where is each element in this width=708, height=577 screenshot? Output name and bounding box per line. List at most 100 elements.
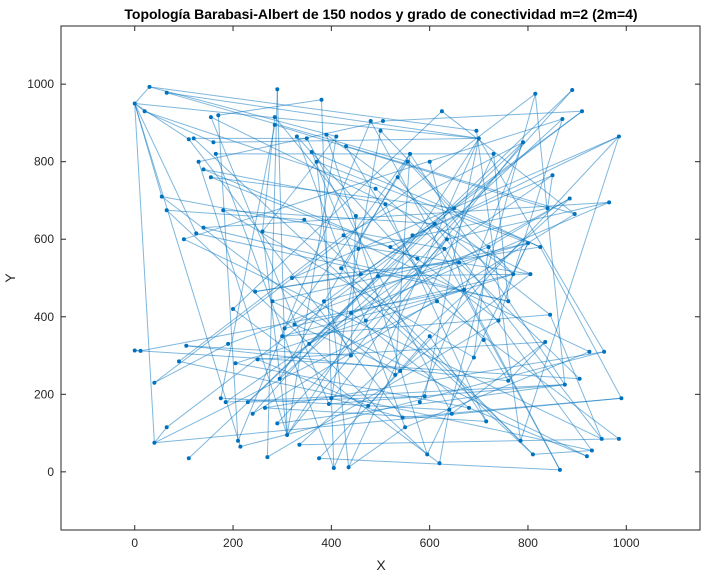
- node-135: [577, 376, 582, 381]
- edge-71: [316, 161, 350, 468]
- edge-164: [257, 341, 546, 360]
- node-64: [331, 466, 336, 470]
- edge-31: [213, 137, 479, 143]
- edge-107: [424, 138, 480, 397]
- node-112: [484, 419, 489, 424]
- node-115: [496, 318, 501, 323]
- edge-51: [272, 300, 588, 457]
- node-127: [548, 312, 553, 317]
- node-74: [363, 318, 368, 323]
- node-105: [457, 260, 462, 265]
- node-136: [580, 109, 584, 114]
- axes-box: [60, 25, 701, 531]
- node-42: [272, 115, 277, 120]
- edge-65: [296, 136, 406, 428]
- node-114: [491, 151, 496, 156]
- node-148: [260, 229, 265, 234]
- node-130: [560, 117, 565, 121]
- node-89: [408, 151, 412, 156]
- node-131: [562, 382, 567, 387]
- y-tick-label: 1000: [27, 77, 54, 91]
- y-tick-label: 600: [34, 232, 54, 246]
- node-59: [319, 97, 324, 102]
- node-58: [317, 456, 322, 461]
- edge-132: [350, 141, 524, 356]
- node-119: [521, 140, 525, 145]
- y-tick-label: 800: [34, 155, 54, 169]
- node-1: [147, 84, 152, 89]
- edge-188: [348, 426, 406, 468]
- edge-171: [282, 289, 465, 337]
- node-92: [417, 400, 422, 405]
- edge-126: [429, 335, 487, 422]
- node-43: [275, 87, 280, 92]
- node-37: [255, 357, 260, 362]
- node-48: [285, 433, 290, 437]
- node-133: [570, 88, 575, 92]
- node-7: [132, 348, 137, 353]
- node-143: [616, 134, 621, 139]
- edge-101: [404, 351, 590, 428]
- edge-130: [512, 242, 529, 275]
- node-147: [349, 353, 353, 358]
- edge-18: [154, 426, 168, 444]
- x-tick-label: 200: [223, 536, 243, 550]
- edge-66: [299, 438, 619, 446]
- edge-19: [154, 300, 438, 444]
- node-27: [218, 396, 223, 401]
- x-tick-label: 0: [131, 536, 138, 550]
- node-132: [567, 196, 572, 201]
- node-57: [314, 159, 319, 164]
- edge-124: [478, 138, 605, 352]
- node-107: [467, 405, 471, 410]
- node-71: [353, 214, 358, 218]
- edge-102: [407, 161, 514, 275]
- edge-150: [203, 168, 418, 260]
- edge-183: [328, 238, 448, 405]
- edge-160: [235, 362, 470, 409]
- edge-129: [498, 118, 563, 321]
- node-81: [383, 202, 388, 207]
- node-56: [309, 150, 314, 154]
- node-38: [263, 405, 267, 410]
- node-79: [378, 128, 383, 133]
- edge-28: [198, 161, 288, 436]
- edge-182: [326, 134, 514, 275]
- edge-93: [380, 130, 455, 209]
- edge-138: [547, 175, 553, 209]
- node-124: [538, 245, 543, 249]
- x-tick-label: 400: [321, 536, 341, 550]
- edge-115: [446, 201, 610, 240]
- edge-98: [397, 176, 603, 440]
- node-18: [201, 167, 206, 172]
- node-141: [602, 349, 607, 354]
- node-97: [435, 299, 439, 304]
- node-3: [142, 109, 147, 114]
- edge-97: [394, 153, 411, 375]
- edge-181: [323, 301, 352, 356]
- node-28: [223, 400, 228, 405]
- node-47: [282, 326, 287, 331]
- edge-104: [412, 174, 553, 236]
- edge-108: [426, 242, 529, 455]
- node-111: [481, 338, 486, 342]
- node-16: [191, 136, 196, 141]
- node-51: [294, 134, 299, 139]
- node-68: [344, 144, 349, 149]
- edge-16: [154, 343, 229, 384]
- node-54: [304, 136, 309, 141]
- node-55: [307, 341, 312, 346]
- node-70: [349, 310, 353, 315]
- node-69: [346, 465, 351, 470]
- node-44: [275, 421, 280, 426]
- node-101: [444, 237, 449, 242]
- node-10: [152, 440, 157, 445]
- node-31: [233, 361, 238, 366]
- edge-95: [384, 204, 487, 422]
- edge-61: [286, 138, 480, 436]
- node-2: [164, 90, 169, 95]
- edge-15: [140, 289, 465, 352]
- edge-185: [340, 161, 408, 269]
- node-53: [302, 217, 307, 222]
- edge-4: [134, 103, 190, 140]
